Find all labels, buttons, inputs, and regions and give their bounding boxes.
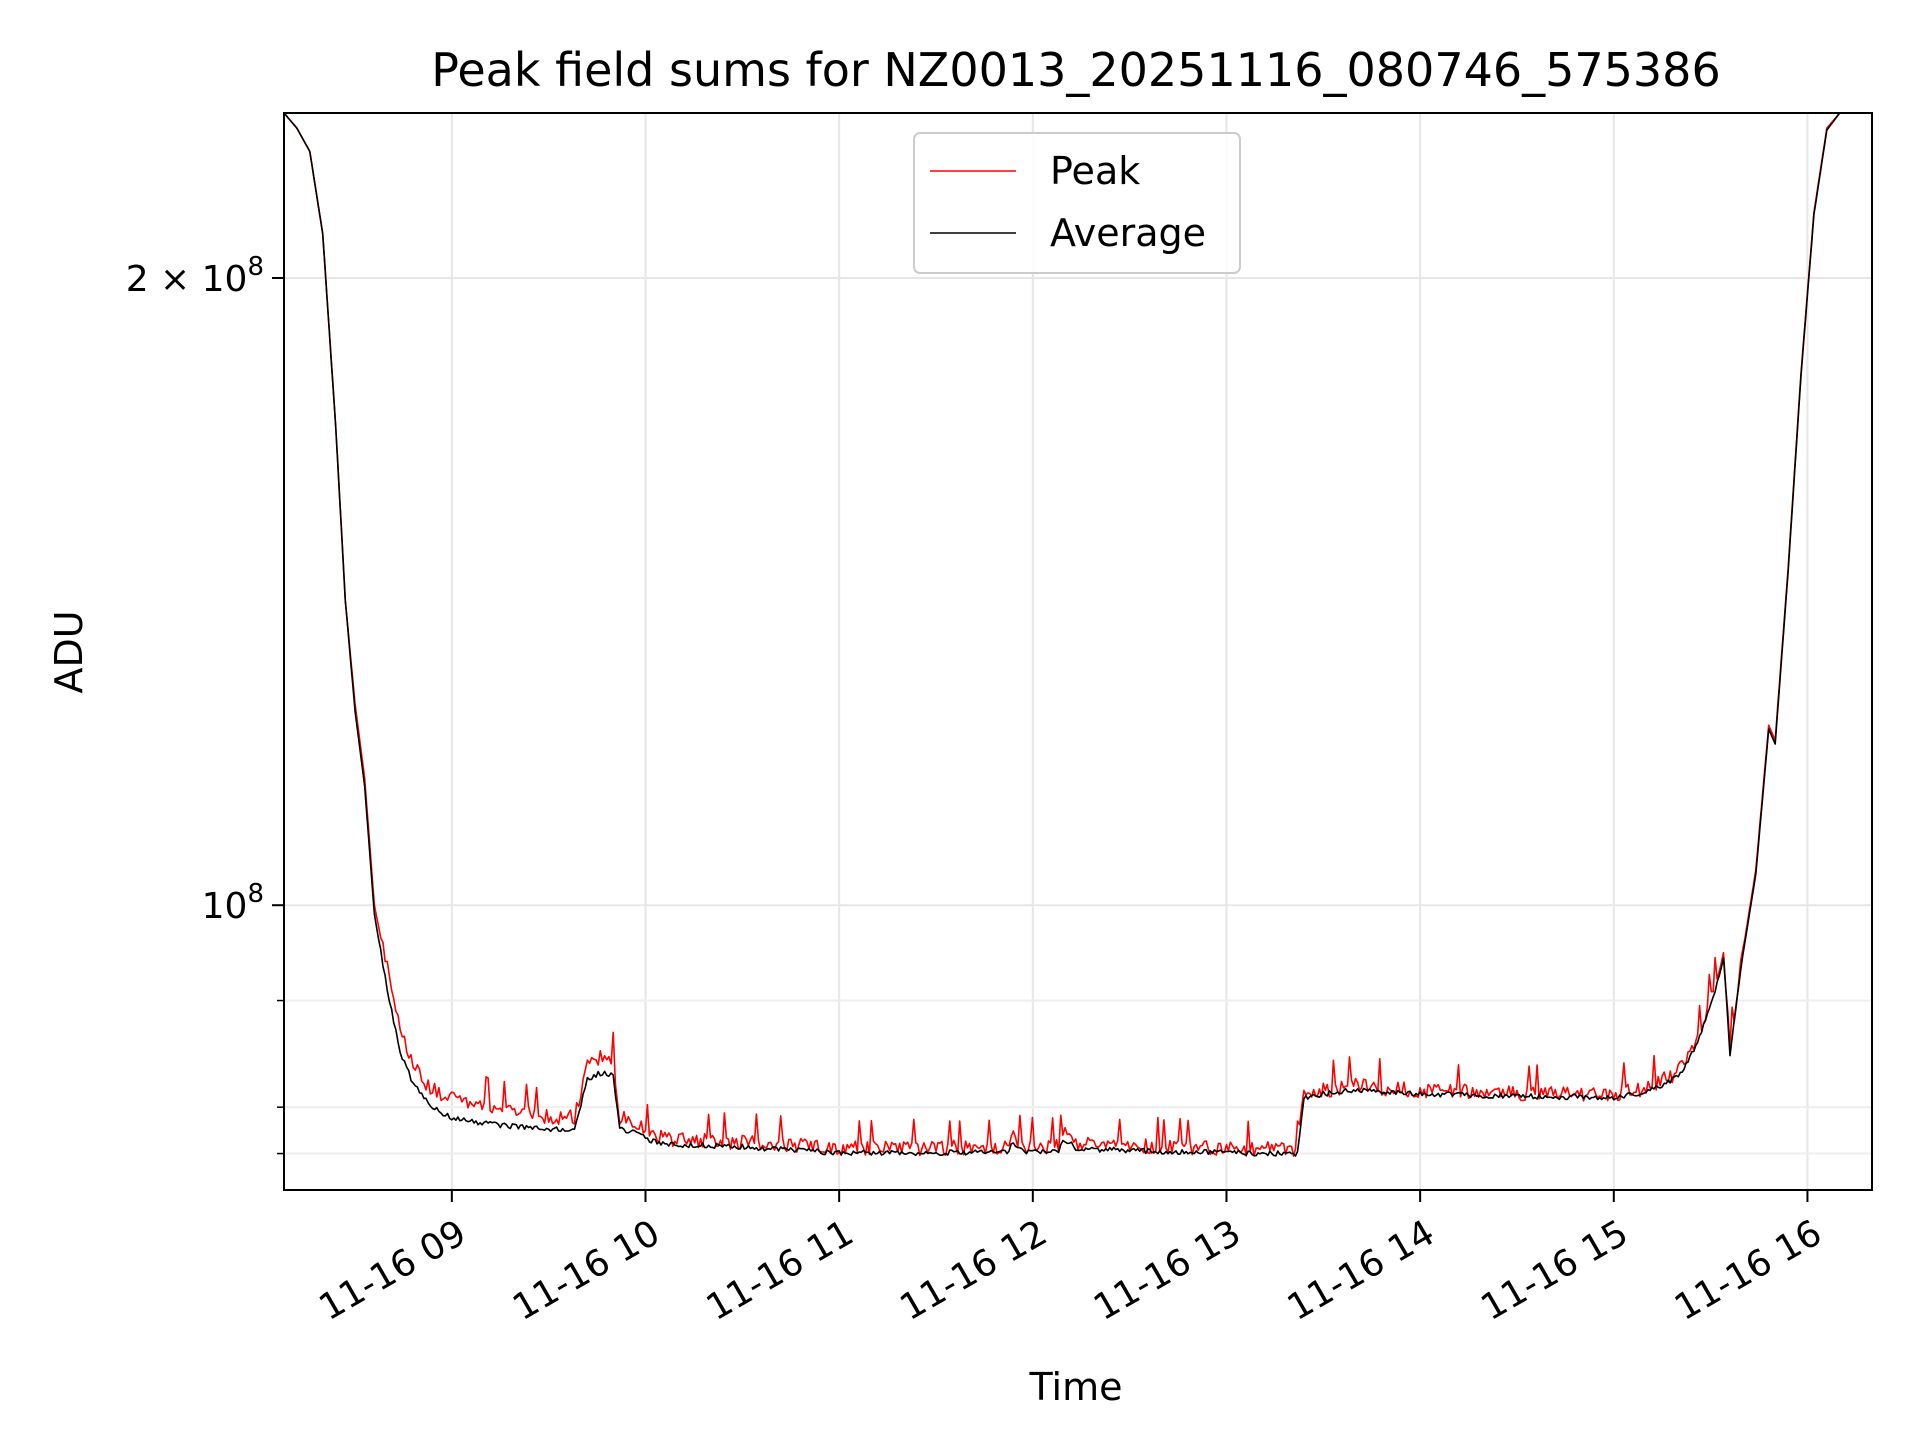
y-tick-label-base: 2 × 10 bbox=[126, 259, 248, 300]
series-line-average bbox=[283, 112, 1841, 1157]
legend: Peak Average bbox=[913, 132, 1241, 274]
y-tick-label-exponent: 8 bbox=[247, 252, 264, 282]
y-tick-label-base: 10 bbox=[202, 886, 248, 927]
legend-label-average: Average bbox=[1050, 211, 1206, 255]
y-tick-label-exponent: 8 bbox=[247, 879, 264, 909]
legend-box bbox=[913, 132, 1241, 274]
x-axis-label: Time bbox=[1029, 1365, 1123, 1409]
y-tick-label: 2 × 108 bbox=[126, 252, 264, 300]
series-line-peak bbox=[283, 112, 1841, 1157]
y-tick-label: 108 bbox=[202, 879, 264, 927]
y-axis-label: ADU bbox=[47, 610, 91, 693]
series-layer bbox=[283, 112, 1841, 1157]
legend-label-peak: Peak bbox=[1050, 149, 1140, 193]
chart-title: Peak field sums for NZ0013_20251116_0807… bbox=[431, 43, 1720, 97]
plot-frame bbox=[283, 112, 1873, 1191]
